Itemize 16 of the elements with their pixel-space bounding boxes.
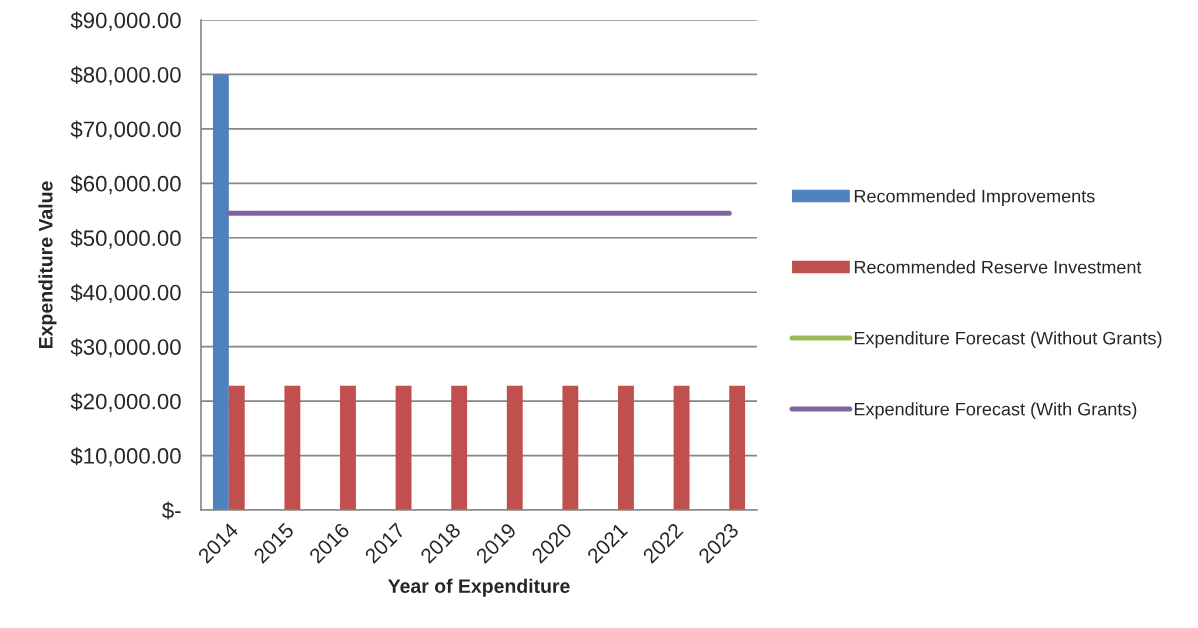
y-tick-label: $90,000.00 [70, 11, 181, 31]
y-axis-title: Expenditure Value [38, 181, 57, 348]
y-tick-label: $30,000.00 [70, 338, 181, 358]
x-axis-title: Year of Expenditure [388, 578, 570, 597]
y-tick-label: $50,000.00 [70, 229, 181, 249]
legend-label: Recommended Improvements [854, 189, 1095, 207]
y-tick-label: $10,000.00 [70, 447, 181, 467]
y-tick-label: $40,000.00 [70, 283, 181, 304]
legend-label: Expenditure Forecast (Without Grants) [854, 331, 1162, 349]
legend-label: Expenditure Forecast (With Grants) [854, 402, 1137, 420]
y-tick-label: $20,000.00 [70, 392, 181, 412]
y-tick-label: $70,000.00 [70, 120, 181, 140]
legend-label: Recommended Reserve Investment [854, 260, 1142, 274]
y-tick-label: $60,000.00 [70, 174, 181, 195]
y-tick-label: $80,000.00 [70, 66, 181, 86]
y-tick-label: $- [162, 501, 181, 520]
